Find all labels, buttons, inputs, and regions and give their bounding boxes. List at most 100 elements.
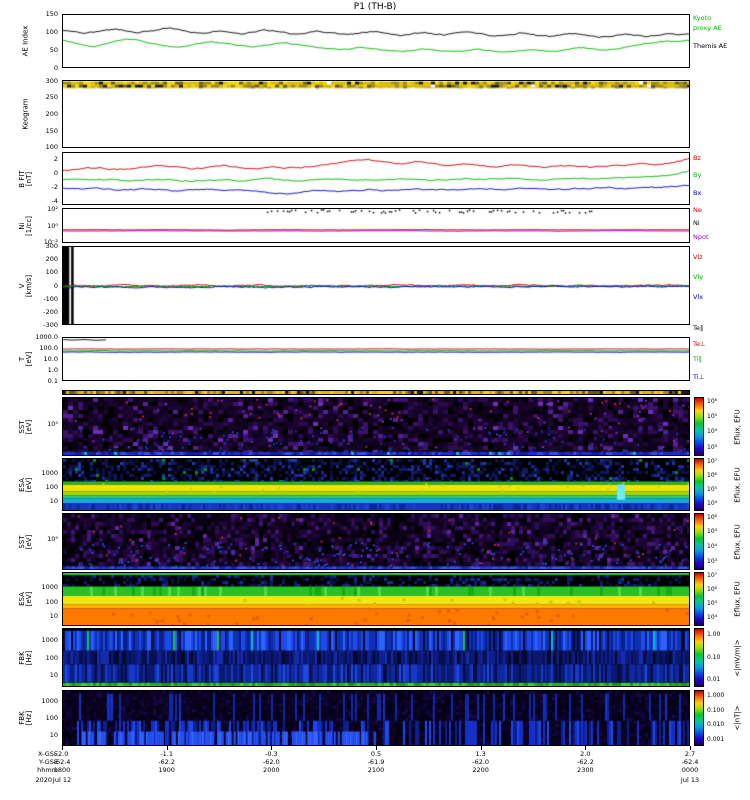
colorbar-tick-label: 0.010 — [707, 721, 725, 729]
legend-label: Te∥ — [693, 323, 704, 332]
y-axis-tick-label: -300 — [43, 321, 58, 329]
position-value: 2.0 — [580, 750, 591, 758]
colorbar — [694, 397, 704, 456]
ae_index-plot-canvas — [63, 15, 689, 67]
time-tick-label: 2100 — [367, 766, 385, 774]
density-plot-canvas — [63, 209, 689, 242]
position-value: -1.1 — [160, 750, 173, 758]
legend-label: Vly — [693, 273, 704, 282]
colorbar-tick-label: 10⁵ — [707, 528, 718, 536]
panel-fbk-bfield — [62, 690, 690, 746]
y-axis-tick-label: 10.0 — [43, 355, 58, 363]
y-axis-tick-label: 150 — [45, 127, 58, 135]
time-tick-label: 2000 — [263, 766, 280, 774]
colorbar-tick-label: 10⁶ — [707, 397, 718, 405]
colorbar-tick-label: 10⁶ — [707, 472, 718, 480]
legend-label: Ti⊥ — [693, 373, 705, 382]
x-axis-tick — [585, 746, 587, 750]
ae_index-axis-label: AE Index — [21, 25, 30, 57]
y-axis-tick-label: -2 — [51, 183, 58, 192]
fbk_b-axis-label: FBK [Hz] — [18, 711, 33, 725]
velocity-axis-label-line: [km/s] — [25, 274, 33, 297]
time-row-label: hhmm — [37, 766, 58, 774]
x-axis-tick — [62, 746, 63, 750]
panel-density — [62, 208, 690, 243]
sst_electrons-plot-canvas — [63, 514, 689, 569]
y-axis-tick-label: 100 — [45, 268, 58, 277]
sst_ions-axis-label: SST [eV] — [18, 419, 33, 434]
fbk_e-plot-canvas — [63, 629, 689, 686]
legend-label: Ni — [693, 219, 700, 228]
colorbar-tick-label: 10⁵ — [707, 485, 718, 493]
panel-sst-ions — [62, 397, 690, 456]
colorbar-unit-label: Eflux, EFU — [733, 523, 742, 560]
time-tick-label: 1800 — [53, 766, 71, 774]
x-axis-tick — [376, 746, 377, 750]
legend-label: Vlx — [693, 292, 704, 301]
panel-sst-electrons — [62, 513, 690, 570]
panel-fbk-efield — [62, 628, 690, 687]
colorbar-tick-label: 10⁶ — [707, 513, 718, 521]
y-axis-tick-label: 50 — [49, 46, 58, 55]
y-axis-tick-label: 1000 — [41, 697, 58, 706]
y-axis-tick-label: 300 — [45, 77, 58, 86]
colorbar-tick-label: 1.00 — [707, 631, 721, 639]
esa_ions-axis-label-line: [eV] — [25, 477, 33, 492]
y-axis-tick-label: 100 — [45, 142, 58, 151]
esa_electrons-axis-label-line: [eV] — [25, 591, 33, 607]
colorbar-unit-label: <|nT|> — [733, 705, 742, 731]
position-value: 2.7 — [684, 750, 696, 758]
y-axis-tick-label: 100 — [45, 483, 58, 492]
x-axis-tick — [690, 746, 691, 750]
esa_ions-axis-label: ESA [eV] — [18, 477, 33, 492]
sst_ions-axis-label-line: [eV] — [25, 419, 33, 434]
y-axis-tick-label: 0 — [53, 281, 58, 290]
esa_electrons-axis-label: ESA [eV] — [18, 591, 33, 607]
b_fit-axis-label-line: [nT] — [25, 171, 33, 186]
colorbar — [694, 458, 704, 511]
esa_electrons-plot-canvas — [63, 573, 689, 625]
colorbar-tick-label: 10⁴ — [707, 614, 718, 622]
y-axis-tick-label: 10 — [49, 671, 58, 680]
colorbar-tick-label: 0.100 — [707, 706, 725, 714]
time-tick-label: 2300 — [577, 766, 594, 774]
y-axis-tick-label: -200 — [43, 307, 58, 316]
position-value: -62.4 — [53, 758, 71, 766]
legend-label: Npot — [693, 233, 709, 242]
panel-esa-electrons — [62, 572, 690, 626]
legend-label: proxy AE — [693, 23, 722, 32]
panel-velocity — [62, 246, 690, 325]
position-value: -62.2 — [576, 758, 594, 766]
panel-b-fit — [62, 152, 690, 205]
panel-temperature — [62, 337, 690, 381]
y-axis-tick-label: 10² — [47, 205, 58, 214]
keogram-axis-label-line: Keogram — [21, 98, 30, 130]
position-value: -62.0 — [472, 758, 490, 766]
colorbar-tick-label: 10⁴ — [707, 543, 718, 551]
colorbar-unit-label: <|mV/m|> — [733, 638, 742, 677]
y-axis-tick-label: 100 — [45, 714, 58, 722]
position-value: -0.3 — [264, 750, 278, 758]
legend-label: Ne — [693, 205, 702, 214]
colorbar-tick-label: 10⁶ — [707, 586, 718, 594]
y-axis-tick-label: 1000 — [41, 468, 58, 477]
colorbar — [694, 513, 704, 570]
velocity-plot-canvas — [63, 247, 689, 324]
y-axis-tick-label: 10⁵ — [47, 534, 58, 543]
y-axis-tick-label: 1.0 — [47, 366, 58, 374]
y-axis-tick-label: 0 — [53, 169, 58, 178]
colorbar-tick-label: 10⁵ — [707, 413, 718, 421]
flag-bar — [62, 390, 690, 395]
position-value: -62.2 — [158, 758, 176, 766]
time-tick-label: 1900 — [158, 766, 175, 774]
y-axis-tick-label: 10⁻² — [43, 237, 58, 246]
flag_bar-plot-canvas — [63, 391, 689, 394]
colorbar-tick-label: 10³ — [707, 558, 718, 566]
y-axis-tick-label: 1000.0 — [35, 333, 58, 341]
colorbar-tick-label: 1.000 — [707, 691, 725, 699]
temperature-axis-label: T [eV] — [18, 352, 33, 367]
b_fit-plot-canvas — [63, 153, 689, 204]
ae_index-axis-label-line: AE Index — [21, 25, 30, 57]
date-label-start: Jul 12 — [52, 776, 72, 784]
